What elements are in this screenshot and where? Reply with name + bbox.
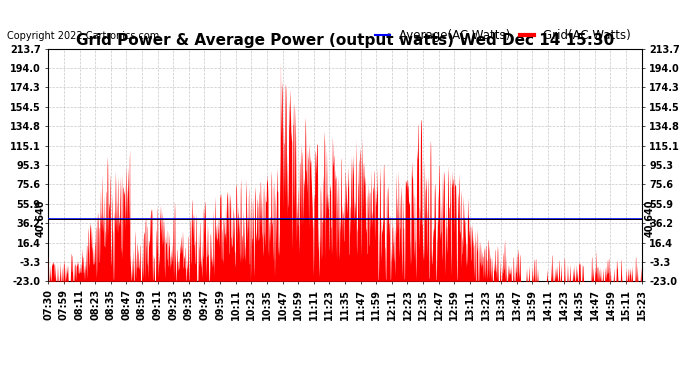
- Text: 40.640: 40.640: [35, 200, 46, 237]
- Title: Grid Power & Average Power (output watts) Wed Dec 14 15:30: Grid Power & Average Power (output watts…: [76, 33, 614, 48]
- Text: Copyright 2022 Cartronics.com: Copyright 2022 Cartronics.com: [7, 32, 159, 41]
- Legend: Average(AC Watts), Grid(AC Watts): Average(AC Watts), Grid(AC Watts): [371, 24, 635, 47]
- Text: 40.640: 40.640: [644, 200, 655, 237]
